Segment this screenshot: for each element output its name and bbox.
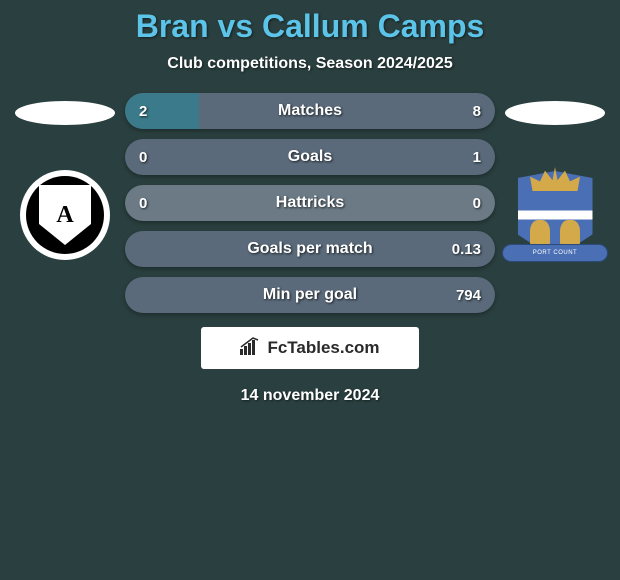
stat-value-right: 0.13 bbox=[452, 241, 481, 258]
left-flag bbox=[15, 101, 115, 125]
page-subtitle: Club competitions, Season 2024/2025 bbox=[10, 55, 610, 73]
stat-value-right: 8 bbox=[473, 103, 481, 120]
stat-label: Hattricks bbox=[276, 194, 344, 212]
stat-label: Goals bbox=[288, 148, 332, 166]
left-club-badge: A bbox=[20, 170, 110, 260]
right-club-badge: PORT COUNT bbox=[510, 170, 600, 260]
stat-value-right: 794 bbox=[456, 287, 481, 304]
footer-date: 14 november 2024 bbox=[10, 387, 610, 405]
stat-bar: Goals per match 0.13 bbox=[125, 231, 495, 267]
badge-banner: PORT COUNT bbox=[502, 244, 608, 262]
stat-bar: 2 Matches 8 bbox=[125, 93, 495, 129]
stat-label: Goals per match bbox=[247, 240, 372, 258]
left-player-column: A bbox=[10, 93, 120, 260]
chart-icon bbox=[240, 337, 262, 360]
stat-label: Min per goal bbox=[263, 286, 357, 304]
stat-bar: 0 Hattricks 0 bbox=[125, 185, 495, 221]
right-flag bbox=[505, 101, 605, 125]
branding-box: FcTables.com bbox=[201, 327, 419, 369]
stat-fill-left bbox=[125, 93, 199, 129]
stat-value-right: 1 bbox=[473, 149, 481, 166]
stat-label: Matches bbox=[278, 102, 342, 120]
stats-column: 2 Matches 8 0 Goals 1 0 Hattricks 0 Goals per mat… bbox=[125, 93, 495, 313]
badge-inner-circle: A bbox=[26, 176, 104, 254]
page-title: Bran vs Callum Camps bbox=[10, 8, 610, 45]
stat-value-left: 2 bbox=[139, 103, 147, 120]
stat-value-left: 0 bbox=[139, 195, 147, 212]
main-container: Bran vs Callum Camps Club competitions, … bbox=[0, 0, 620, 413]
content-row: A 2 Matches 8 0 Goals 1 0 Hattricks 0 Goals per m… bbox=[10, 93, 610, 313]
badge-outer-ring: A bbox=[20, 170, 110, 260]
stat-bar: 0 Goals 1 bbox=[125, 139, 495, 175]
right-player-column: PORT COUNT bbox=[500, 93, 610, 260]
stat-bar: Min per goal 794 bbox=[125, 277, 495, 313]
branding-text: FcTables.com bbox=[267, 338, 379, 358]
stat-value-left: 0 bbox=[139, 149, 147, 166]
badge-shield: A bbox=[39, 185, 91, 245]
stat-value-right: 0 bbox=[473, 195, 481, 212]
